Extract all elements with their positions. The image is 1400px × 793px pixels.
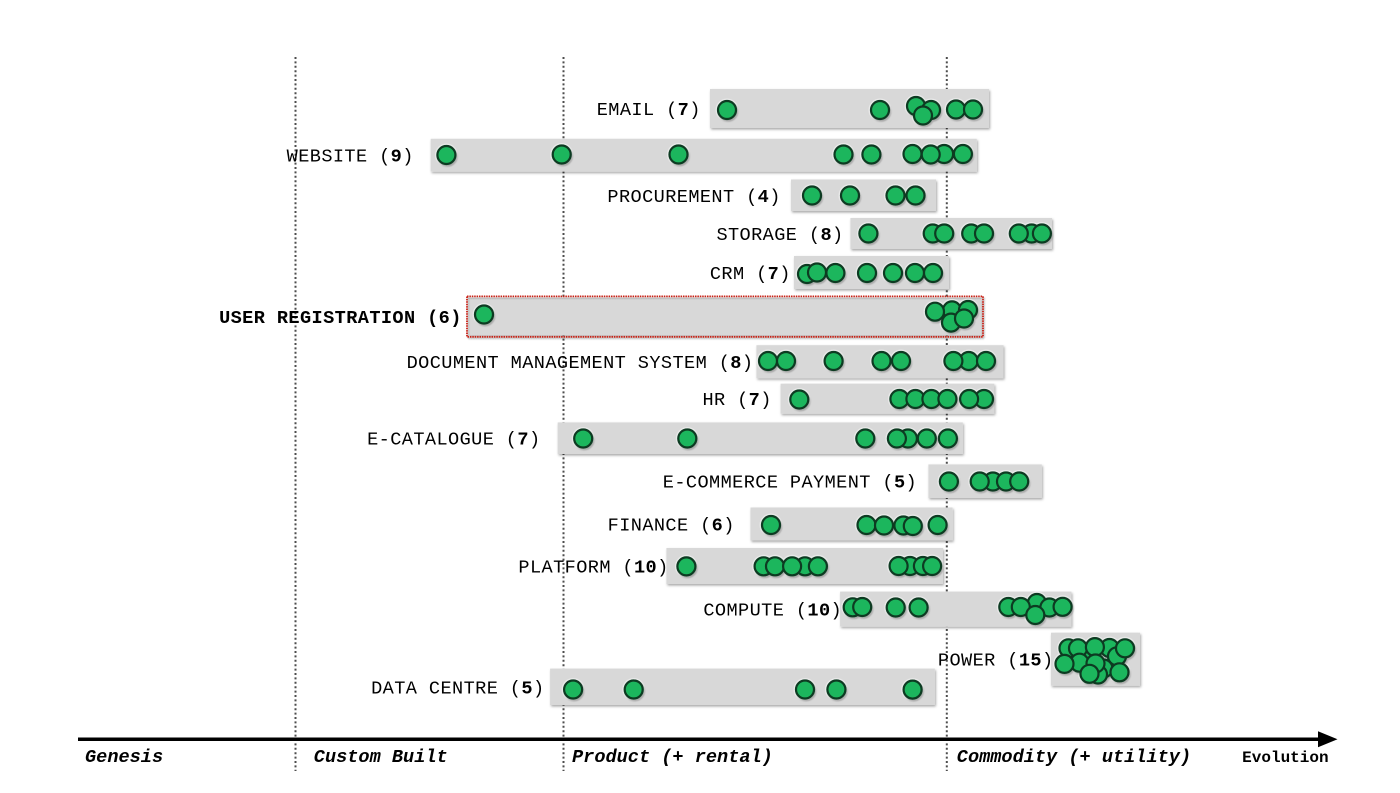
svg-text:COMPUTE (10): COMPUTE (10) — [703, 601, 842, 622]
svg-text:WEBSITE (9): WEBSITE (9) — [287, 147, 414, 168]
svg-text:USER REGISTRATION (6): USER REGISTRATION (6) — [219, 308, 462, 329]
svg-text:HR (7): HR (7) — [702, 390, 771, 411]
svg-text:Commodity (+ utility): Commodity (+ utility) — [957, 747, 1191, 768]
svg-text:CRM (7): CRM (7) — [710, 264, 791, 285]
svg-text:Evolution: Evolution — [1242, 749, 1328, 767]
svg-text:Genesis: Genesis — [85, 747, 163, 768]
svg-text:PROCUREMENT (4): PROCUREMENT (4) — [607, 187, 780, 208]
svg-text:E-CATALOGUE (7): E-CATALOGUE (7) — [367, 430, 540, 451]
svg-text:FINANCE (6): FINANCE (6) — [608, 516, 735, 537]
svg-text:POWER (15): POWER (15) — [938, 651, 1054, 672]
svg-text:EMAIL (7): EMAIL (7) — [597, 100, 701, 121]
svg-text:E-COMMERCE PAYMENT (5): E-COMMERCE PAYMENT (5) — [663, 473, 917, 494]
svg-text:STORAGE (8): STORAGE (8) — [716, 225, 843, 246]
svg-text:DOCUMENT MANAGEMENT SYSTEM (8): DOCUMENT MANAGEMENT SYSTEM (8) — [407, 353, 754, 374]
svg-text:DATA CENTRE (5): DATA CENTRE (5) — [371, 678, 544, 699]
svg-text:Custom Built: Custom Built — [314, 747, 448, 768]
svg-text:Product (+ rental): Product (+ rental) — [572, 747, 773, 768]
svg-text:PLATFORM (10): PLATFORM (10) — [518, 558, 668, 579]
